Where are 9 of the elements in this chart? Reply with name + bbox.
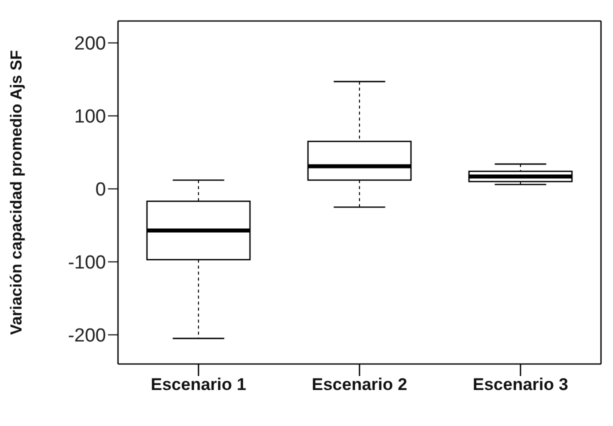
y-tick-label: 200	[74, 34, 106, 55]
x-tick-label: Escenario 3	[472, 375, 568, 394]
y-tick-label: 0	[95, 180, 106, 201]
x-tick-label: Escenario 2	[312, 375, 408, 394]
y-tick-label: -100	[68, 252, 106, 274]
y-tick-label: 100	[74, 106, 106, 128]
y-axis-title: Variación capacidad promedio Ajs SF	[8, 50, 26, 335]
y-tick-label: -200	[68, 326, 106, 347]
x-tick-label: Escenario 1	[150, 375, 246, 394]
